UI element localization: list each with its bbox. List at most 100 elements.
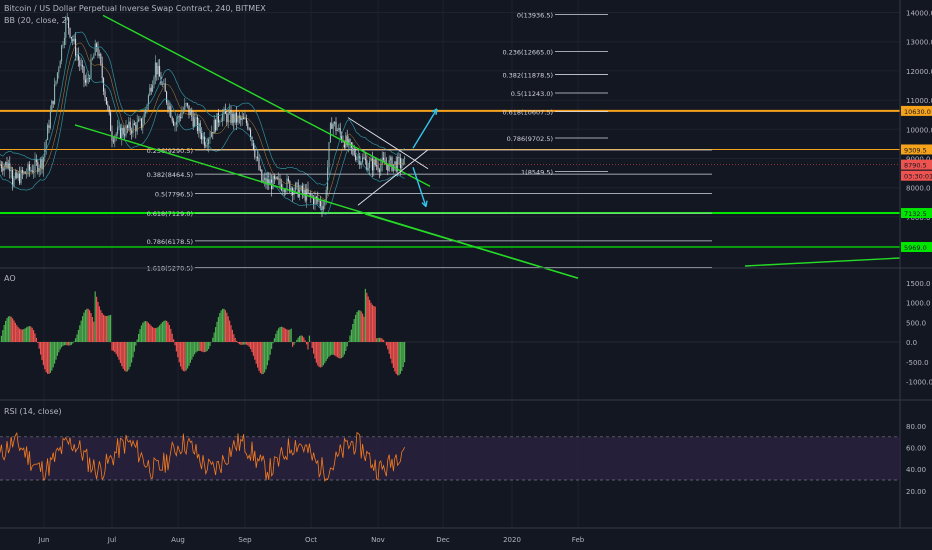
ao-pane[interactable] [0, 288, 900, 376]
candle-body [101, 63, 103, 79]
candle-body [202, 135, 204, 140]
candle-body [294, 183, 296, 191]
ao-axis[interactable]: 1500.0 1000.0 500.0 0.0 -500.0 -1000.0 [906, 280, 932, 387]
rsi-pane[interactable] [0, 431, 900, 482]
candle-body [54, 84, 56, 104]
candle-body [86, 78, 88, 83]
candle-body [378, 169, 380, 172]
candle-body [301, 185, 303, 193]
ao-bar [237, 342, 239, 343]
ao-bar [222, 308, 224, 342]
ao-bar [219, 313, 221, 342]
ao-bar [209, 342, 211, 347]
ao-bar [10, 316, 12, 342]
ao-bar [272, 342, 274, 344]
candle-body [31, 170, 33, 173]
candle-body [402, 159, 404, 166]
price-tick-label: 13000.0 [906, 39, 932, 47]
ao-bar [187, 342, 189, 369]
ao-bar [152, 327, 154, 342]
candle-body [90, 59, 92, 79]
fib-level-label: 0.786(6178.5) [147, 238, 193, 246]
candle-body [293, 190, 295, 196]
candle-body [65, 18, 67, 38]
candle-body [236, 112, 238, 123]
candle-body [212, 132, 214, 134]
candle-body [209, 136, 211, 140]
price-pane[interactable]: 0(13936.5) 0.236(12665.0) 0.382(11878.5) 0.… [0, 11, 901, 279]
bb-legend[interactable]: BB (20, close, 2) [4, 16, 70, 25]
ao-bar [181, 342, 183, 370]
rsi-axis[interactable]: 80.00 60.00 40.00 20.00 [906, 423, 926, 496]
ao-bar [30, 326, 32, 342]
candle-body [171, 117, 173, 121]
fib-level-label: 0.382(11878.5) [502, 71, 553, 79]
candle-body [98, 53, 100, 56]
ao-bar [287, 329, 289, 342]
ao-bar [189, 342, 191, 363]
candle-body [114, 136, 116, 142]
ao-bar [285, 328, 287, 342]
candle-body [272, 175, 274, 190]
ao-bar [276, 330, 278, 342]
rsi-legend[interactable]: RSI (14, close) [4, 407, 62, 416]
candle-body [349, 139, 351, 143]
triangle-lower-edge [357, 149, 429, 206]
time-tick-label: Jun [38, 536, 50, 544]
candle-body [34, 159, 36, 171]
ao-bar [31, 327, 33, 342]
price-tag-box [901, 208, 932, 219]
time-tick-label: Jul [107, 536, 117, 544]
candle-body [198, 123, 200, 131]
candle-body [367, 168, 369, 171]
ao-bar [119, 342, 121, 363]
ao-bar [258, 342, 260, 371]
candle-body [115, 133, 117, 137]
candle-body [346, 135, 348, 145]
candle-body [51, 100, 53, 112]
candle-body [341, 133, 343, 141]
candle-body [224, 108, 226, 114]
ao-bar [334, 342, 336, 356]
time-tick-label: 2020 [503, 536, 521, 544]
ao-bar [338, 342, 340, 359]
ao-bar [54, 342, 56, 364]
ao-bar [76, 334, 78, 342]
candle-body [168, 106, 170, 110]
candle-body [222, 114, 224, 122]
ao-bar [170, 328, 172, 342]
candle-body [290, 188, 292, 192]
ao-bar [168, 325, 170, 342]
price-tag-box [901, 242, 932, 253]
candle-body [121, 127, 123, 139]
candle-body [20, 170, 22, 184]
candle-body [184, 103, 186, 110]
ao-bar [202, 342, 204, 352]
candle-body [245, 117, 247, 124]
trend-drawings [74, 14, 901, 279]
candle-body [150, 87, 152, 92]
candle-body [251, 137, 253, 141]
candle-body [55, 80, 57, 85]
candle-body [332, 124, 334, 129]
ao-bar [157, 326, 159, 342]
candle-body [6, 161, 8, 169]
candle-body [119, 125, 121, 139]
upper-trendline [102, 14, 431, 187]
ao-bar [304, 340, 306, 342]
ao-bar [13, 320, 15, 342]
ao-bar [154, 328, 156, 342]
candle-body [40, 159, 42, 168]
candle-body [124, 134, 126, 136]
ao-bar [250, 342, 252, 350]
time-axis[interactable]: Jun Jul Aug Sep Oct Nov Dec 2020 Feb [38, 536, 585, 544]
ao-bar [313, 342, 315, 354]
ao-bar [314, 342, 316, 359]
ao-bar [171, 333, 173, 342]
ao-bar [332, 342, 334, 355]
ao-legend[interactable]: AO [4, 274, 16, 283]
ao-tick-label: -1000.0 [906, 379, 932, 387]
ao-bar [387, 342, 389, 350]
candle-body [30, 170, 32, 171]
